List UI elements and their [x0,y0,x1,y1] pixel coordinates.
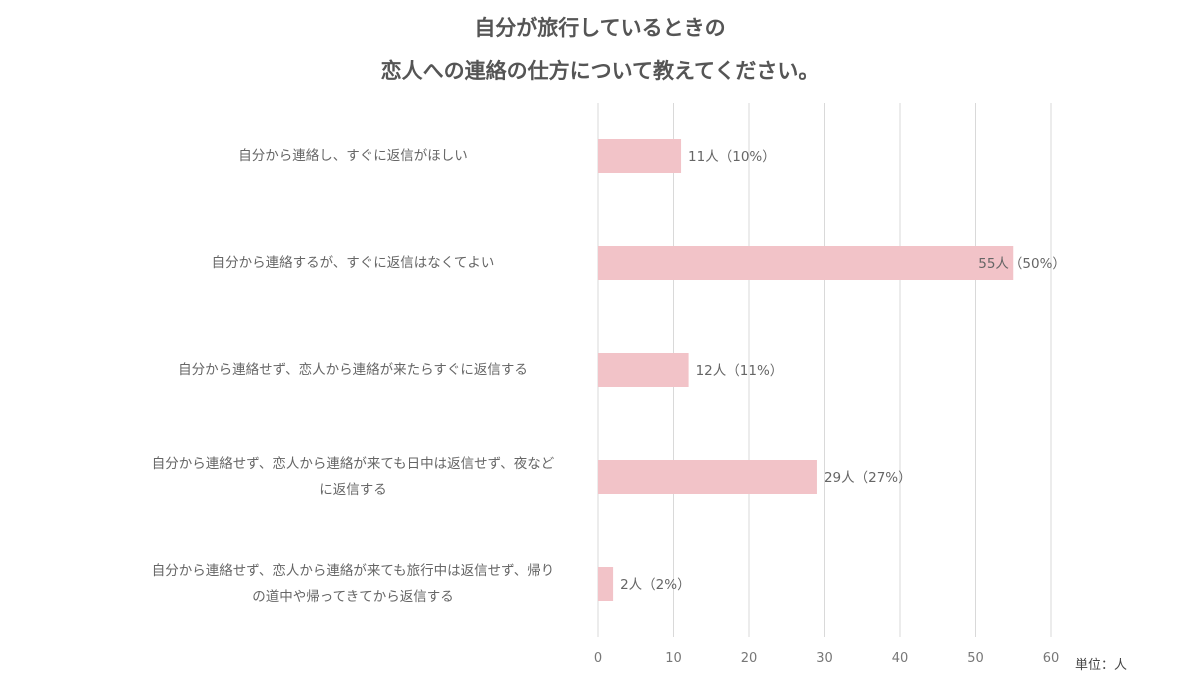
bar [598,353,689,387]
data-label: 2人（2%） [620,577,691,593]
x-tick-label: 20 [741,651,758,666]
category-label-line: 自分から連絡せず、恋人から連絡が来ても旅行中は返信せず、帰り [151,563,555,579]
category-label: 自分から連絡するが、すぐに返信はなくてよい [123,250,583,276]
x-tick-label: 60 [1043,651,1060,666]
x-tick-label: 50 [967,651,984,666]
category-label: 自分から連絡せず、恋人から連絡が来ても旅行中は返信せず、帰り の道中や帰ってきてか… [123,558,583,610]
bar [598,460,817,494]
data-label: 29人（27%） [824,470,912,486]
category-label: 自分から連絡せず、恋人から連絡が来ても日中は返信せず、夜など に返信する [123,451,583,503]
bar [598,246,1014,280]
x-tick-label: 30 [816,651,833,666]
category-label-line: 自分から連絡せず、恋人から連絡が来たらすぐに返信する [178,362,528,378]
unit-label: 単位：人 [1075,658,1128,673]
category-label-line: に返信する [319,482,387,498]
chart-title-line-1: 自分が旅行しているときの [474,16,726,40]
bar [598,139,682,173]
bar [598,567,614,601]
data-label: 11人（10%） [688,149,776,165]
data-label: 12人（11%） [696,363,784,379]
category-label: 自分から連絡せず、恋人から連絡が来たらすぐに返信する [123,357,583,383]
x-tick-label: 40 [892,651,909,666]
category-label-line: 自分から連絡するが、すぐに返信はなくてよい [211,255,495,271]
category-label-line: 自分から連絡せず、恋人から連絡が来ても日中は返信せず、夜など [151,456,555,472]
category-label-line: の道中や帰ってきてから返信する [252,589,454,605]
x-tick-label: 0 [594,651,602,666]
category-label: 自分から連絡し、すぐに返信がほしい [123,143,583,169]
category-label-line: 自分から連絡し、すぐに返信がほしい [238,148,468,164]
chart-title-line-2: 恋人への連絡の仕方について教えてください。 [380,59,820,83]
data-label: 55人（50%） [978,256,1066,272]
x-tick-label: 10 [665,651,682,666]
